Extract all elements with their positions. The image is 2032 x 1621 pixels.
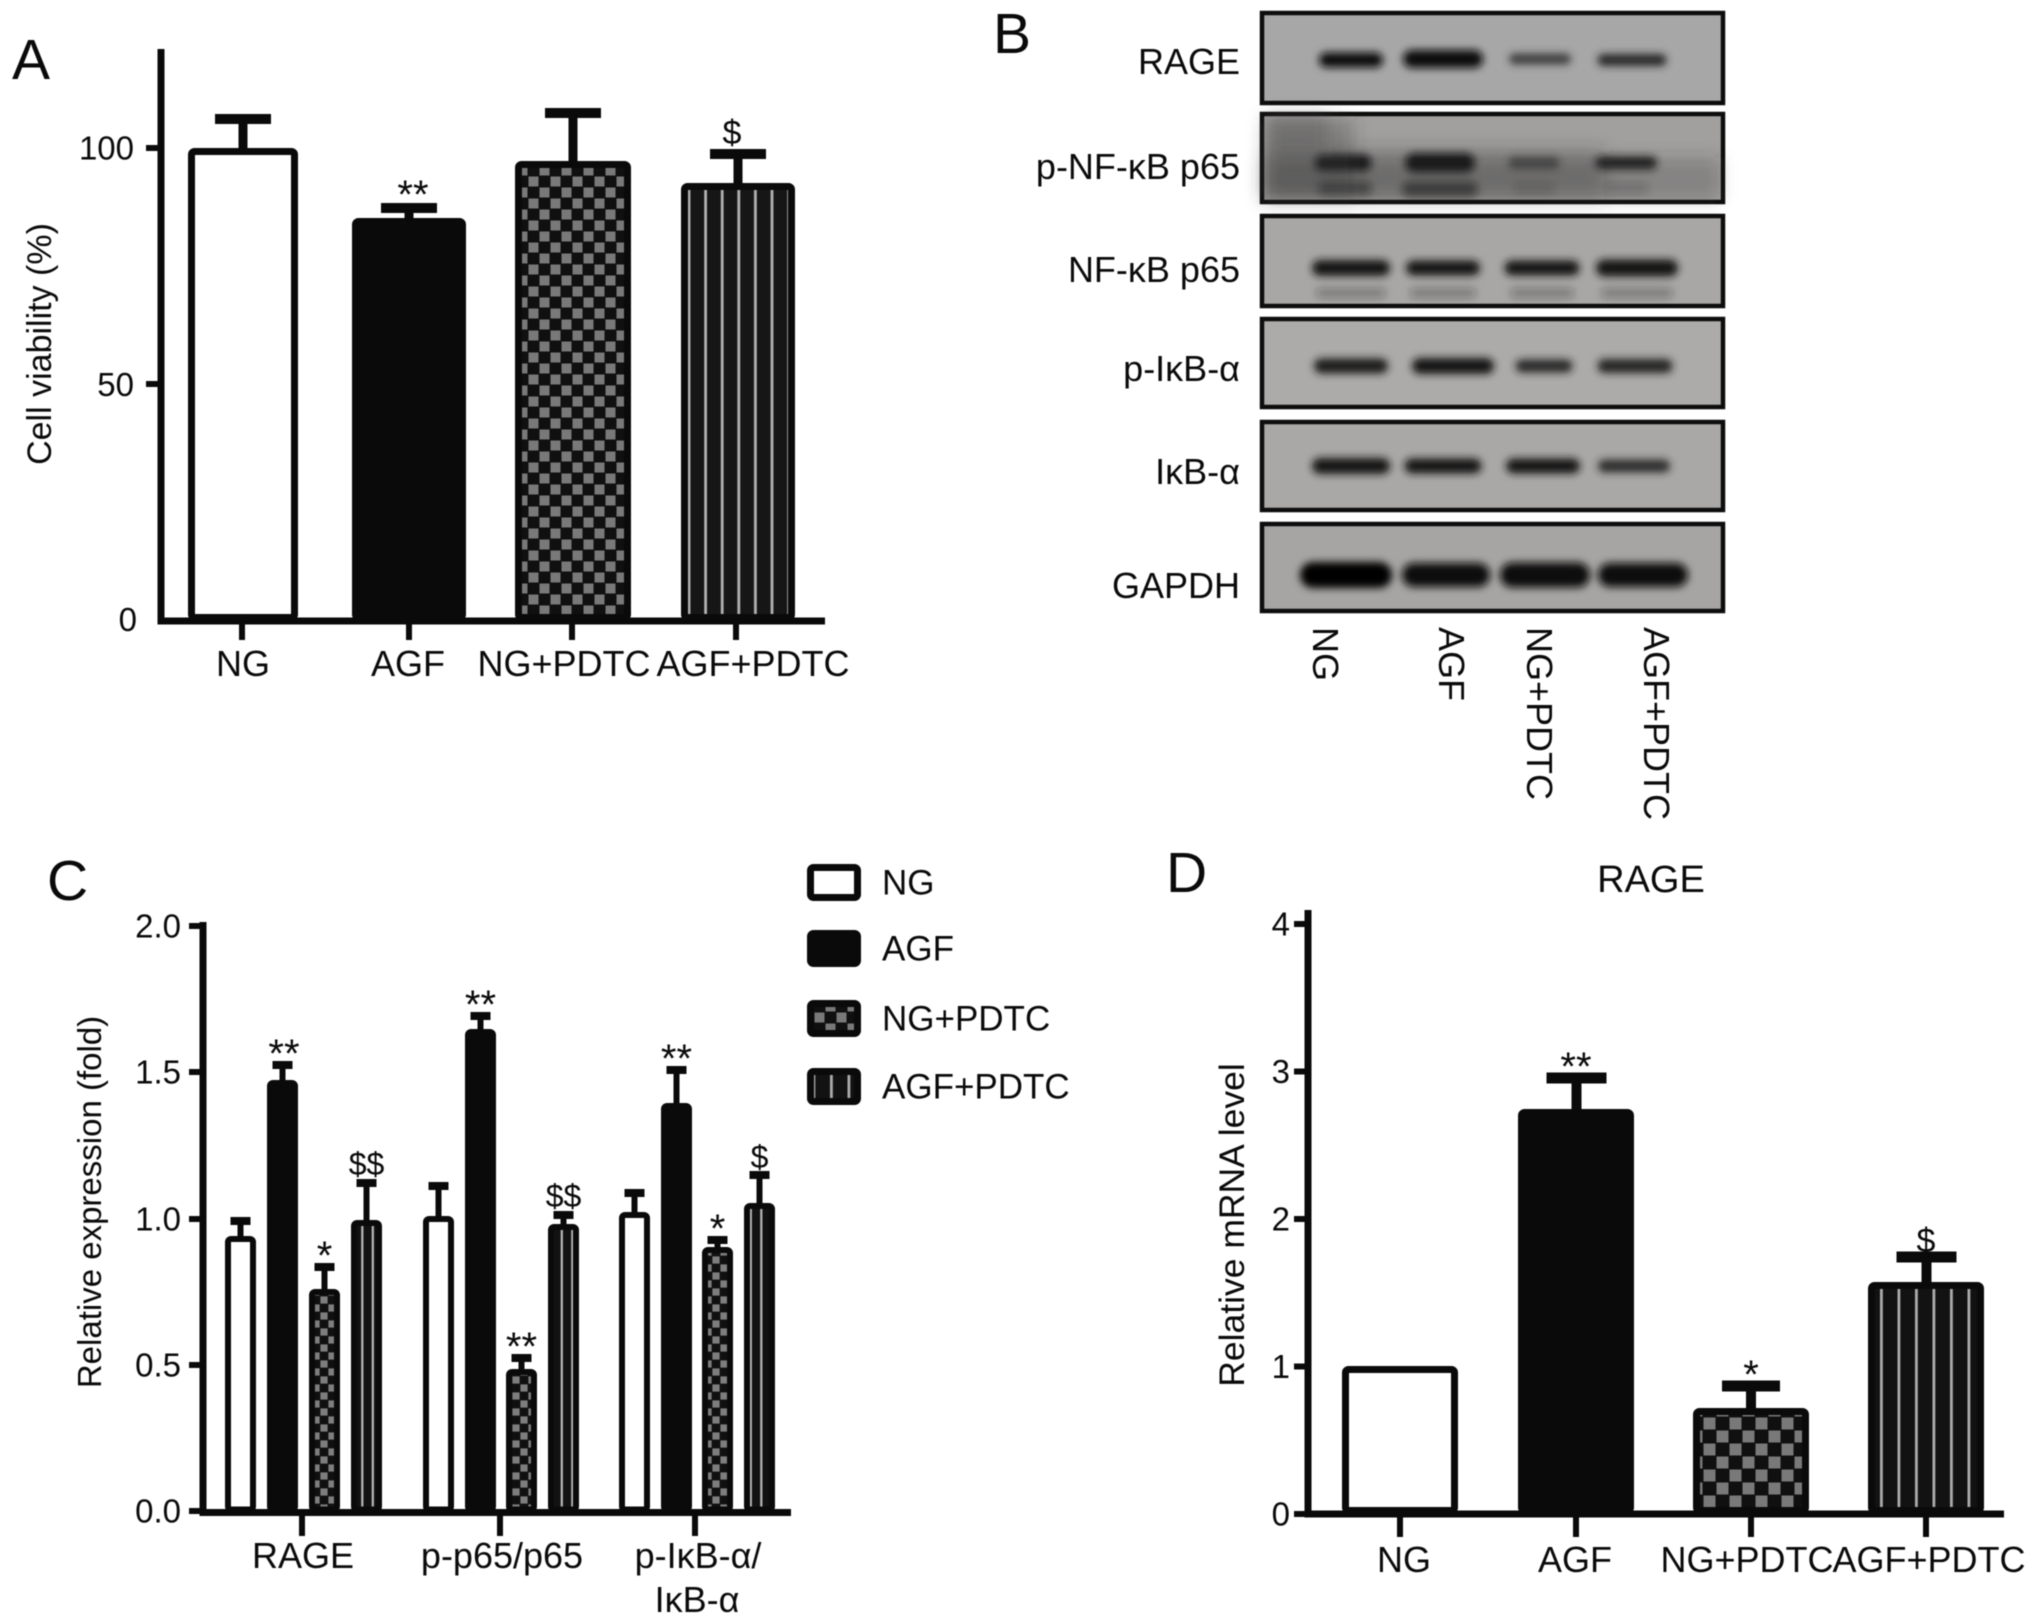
svg-text:IκB-α: IκB-α [1155,451,1240,492]
svg-text:NG: NG [1377,1539,1431,1580]
svg-text:NG+PDTC: NG+PDTC [1519,627,1560,800]
svg-text:1.5: 1.5 [135,1054,181,1091]
svg-text:AGF+PDTC: AGF+PDTC [882,1068,1070,1107]
svg-text:Relative expression (fold): Relative expression (fold) [71,1016,108,1388]
svg-text:100: 100 [79,130,134,167]
svg-text:A: A [12,28,50,92]
svg-text:NG+PDTC: NG+PDTC [477,643,650,684]
svg-text:IκB-α: IκB-α [655,1579,740,1620]
svg-text:0.0: 0.0 [135,1493,181,1530]
svg-text:*: * [317,1234,333,1278]
svg-text:RAGE: RAGE [252,1535,354,1576]
svg-text:RAGE: RAGE [1597,859,1705,901]
svg-text:NG+PDTC: NG+PDTC [1660,1539,1833,1580]
svg-text:Cell viability (%): Cell viability (%) [21,223,59,465]
svg-text:$: $ [1917,1222,1936,1260]
svg-text:0: 0 [1272,1496,1290,1533]
svg-text:4: 4 [1272,906,1290,943]
svg-text:$$: $$ [546,1178,582,1214]
svg-text:**: ** [465,983,496,1027]
svg-text:$$: $$ [349,1146,385,1182]
svg-text:AGF+PDTC: AGF+PDTC [1832,1539,2025,1580]
svg-text:D: D [1166,841,1207,905]
svg-text:*: * [1743,1353,1759,1397]
svg-text:NG+PDTC: NG+PDTC [882,1000,1050,1039]
svg-text:B: B [993,2,1031,66]
svg-text:3: 3 [1272,1053,1290,1090]
svg-text:NG: NG [882,864,935,903]
svg-text:AGF: AGF [371,643,445,684]
svg-text:$: $ [751,1139,769,1175]
svg-text:AGF: AGF [1431,627,1472,701]
svg-text:2: 2 [1272,1201,1290,1238]
svg-text:**: ** [661,1037,692,1081]
svg-text:1.0: 1.0 [135,1201,181,1238]
svg-text:p-NF-κB p65: p-NF-κB p65 [1036,146,1240,187]
svg-text:0: 0 [119,601,137,638]
svg-text:NG: NG [216,643,270,684]
svg-text:AGF: AGF [1538,1539,1612,1580]
svg-text:AGF+PDTC: AGF+PDTC [656,643,849,684]
svg-text:**: ** [397,173,428,217]
svg-text:Relative mRNA level: Relative mRNA level [1212,1063,1252,1387]
svg-text:GAPDH: GAPDH [1112,565,1240,606]
svg-text:RAGE: RAGE [1138,41,1240,82]
svg-text:p-IκB-α: p-IκB-α [1123,348,1240,389]
svg-text:C: C [47,849,88,913]
svg-text:0.5: 0.5 [135,1347,181,1384]
svg-text:50: 50 [97,366,134,403]
svg-text:2.0: 2.0 [135,908,181,945]
svg-text:**: ** [506,1325,537,1369]
svg-text:NF-κB p65: NF-κB p65 [1068,249,1240,290]
svg-text:p-p65/p65: p-p65/p65 [421,1535,583,1576]
svg-text:*: * [710,1207,726,1251]
svg-text:1: 1 [1272,1348,1290,1385]
svg-text:**: ** [1560,1045,1591,1089]
svg-text:AGF+PDTC: AGF+PDTC [1636,627,1677,820]
svg-text:$: $ [723,114,742,152]
svg-text:AGF: AGF [882,930,954,969]
svg-text:p-IκB-α/: p-IκB-α/ [635,1535,762,1576]
svg-text:**: ** [268,1032,299,1076]
svg-text:NG: NG [1305,627,1346,681]
